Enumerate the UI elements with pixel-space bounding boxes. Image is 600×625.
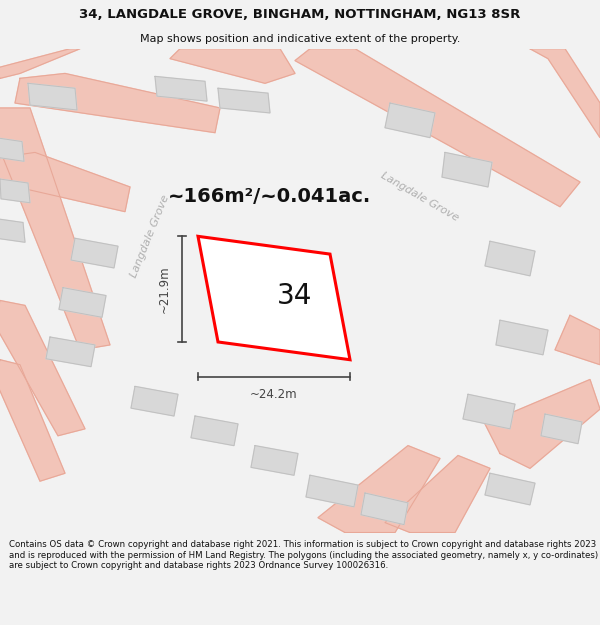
Polygon shape bbox=[218, 88, 270, 113]
Polygon shape bbox=[295, 49, 580, 207]
Polygon shape bbox=[306, 475, 358, 507]
Polygon shape bbox=[0, 301, 85, 436]
Polygon shape bbox=[0, 138, 24, 161]
Polygon shape bbox=[46, 337, 95, 367]
Text: ~166m²/~0.041ac.: ~166m²/~0.041ac. bbox=[169, 188, 371, 206]
Polygon shape bbox=[0, 179, 30, 203]
Polygon shape bbox=[0, 360, 65, 481]
Polygon shape bbox=[530, 49, 600, 138]
Polygon shape bbox=[442, 152, 492, 187]
Polygon shape bbox=[318, 446, 440, 532]
Polygon shape bbox=[385, 103, 435, 138]
Polygon shape bbox=[0, 152, 130, 212]
Text: 34: 34 bbox=[277, 281, 313, 309]
Polygon shape bbox=[0, 219, 25, 243]
Text: ~21.9m: ~21.9m bbox=[157, 266, 170, 313]
Polygon shape bbox=[385, 456, 490, 532]
Polygon shape bbox=[463, 394, 515, 429]
Polygon shape bbox=[0, 108, 110, 350]
Polygon shape bbox=[485, 241, 535, 276]
Polygon shape bbox=[555, 315, 600, 364]
Text: Langdale Grove: Langdale Grove bbox=[379, 171, 461, 223]
Polygon shape bbox=[198, 236, 350, 360]
Polygon shape bbox=[361, 493, 408, 524]
Polygon shape bbox=[28, 83, 77, 110]
Polygon shape bbox=[485, 473, 535, 505]
Polygon shape bbox=[131, 386, 178, 416]
Polygon shape bbox=[15, 73, 220, 132]
Text: Map shows position and indicative extent of the property.: Map shows position and indicative extent… bbox=[140, 34, 460, 44]
Polygon shape bbox=[541, 414, 582, 444]
Polygon shape bbox=[59, 288, 106, 318]
Polygon shape bbox=[71, 238, 118, 268]
Polygon shape bbox=[170, 49, 295, 83]
Text: ~24.2m: ~24.2m bbox=[250, 388, 298, 401]
Text: Langdale Grove: Langdale Grove bbox=[129, 194, 171, 279]
Polygon shape bbox=[251, 446, 298, 475]
Text: Contains OS data © Crown copyright and database right 2021. This information is : Contains OS data © Crown copyright and d… bbox=[9, 541, 598, 570]
Polygon shape bbox=[191, 416, 238, 446]
Polygon shape bbox=[485, 379, 600, 468]
Polygon shape bbox=[155, 76, 207, 101]
Polygon shape bbox=[496, 320, 548, 355]
Polygon shape bbox=[0, 49, 80, 78]
Text: 34, LANGDALE GROVE, BINGHAM, NOTTINGHAM, NG13 8SR: 34, LANGDALE GROVE, BINGHAM, NOTTINGHAM,… bbox=[79, 8, 521, 21]
